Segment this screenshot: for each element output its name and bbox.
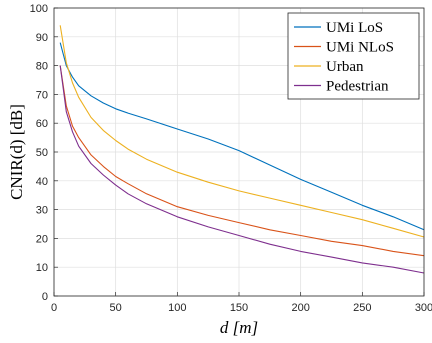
x-tick-label: 150 <box>230 302 248 314</box>
legend-entry: UMi NLoS <box>326 40 394 56</box>
y-tick-label: 40 <box>36 176 48 188</box>
x-tick-label: 50 <box>110 302 122 314</box>
legend-entry: Pedestrian <box>326 79 389 95</box>
y-tick-label: 70 <box>36 89 48 101</box>
y-tick-labels: 0 10 20 30 40 50 60 70 80 90 100 <box>30 3 48 303</box>
series-line-1 <box>59 65 425 257</box>
y-tick-label: 50 <box>36 147 48 159</box>
y-tick-label: 20 <box>36 233 48 245</box>
legend-entry: Urban <box>326 59 364 75</box>
y-tick-label: 90 <box>36 32 48 44</box>
y-tick-label: 10 <box>36 262 48 274</box>
x-tick-label: 250 <box>353 302 371 314</box>
series-lines <box>59 25 425 274</box>
x-tick-label: 0 <box>51 302 57 314</box>
y-tick-label: 0 <box>42 291 48 303</box>
series-line-3 <box>59 65 425 274</box>
x-tick-label: 300 <box>415 302 432 314</box>
x-axis-label: d [m] <box>220 318 258 337</box>
y-tick-label: 100 <box>30 3 48 15</box>
x-tick-labels: 0 50 100 150 200 250 300 <box>51 302 432 314</box>
x-tick-label: 100 <box>168 302 186 314</box>
y-tick-label: 60 <box>36 118 48 130</box>
series-line-2 <box>59 25 425 238</box>
y-tick-label: 30 <box>36 205 48 217</box>
legend: UMi LoS UMi NLoS Urban Pedestrian <box>287 12 420 100</box>
y-axis-label: CNIR(d) [dB] <box>7 104 26 200</box>
x-tick-label: 200 <box>291 302 309 314</box>
plot-frame <box>53 7 425 297</box>
y-tick-label: 80 <box>36 61 48 73</box>
legend-entry: UMi LoS <box>326 20 383 36</box>
series-line-0 <box>59 42 425 231</box>
